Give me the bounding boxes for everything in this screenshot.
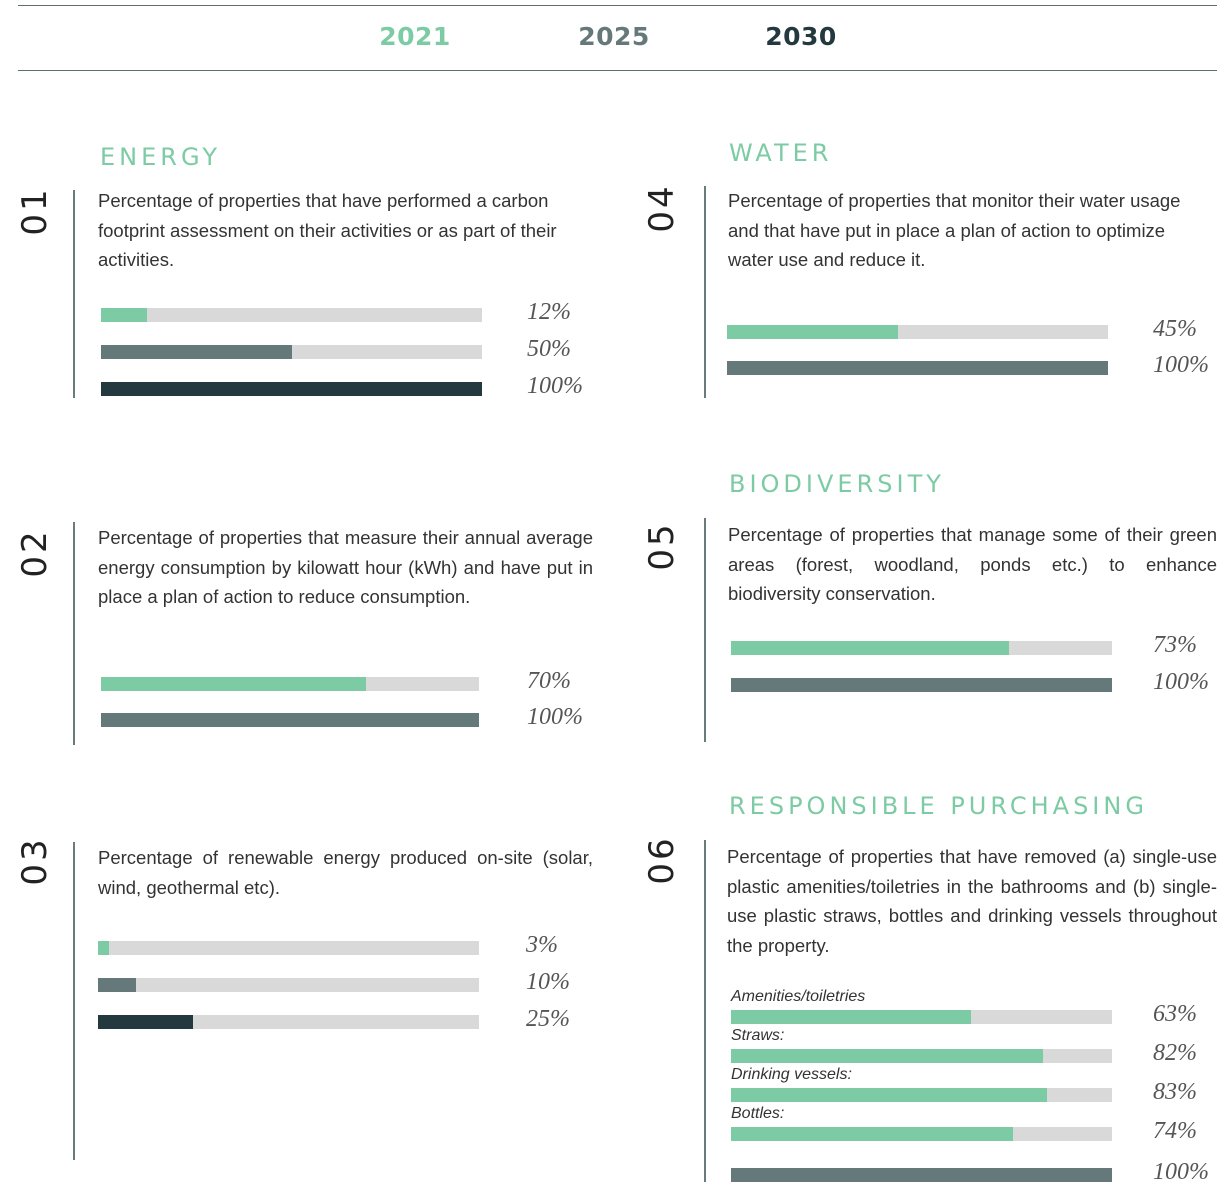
bar-label: 25%: [526, 1006, 570, 1032]
bar-label: 100%: [1153, 1159, 1209, 1185]
bar: [731, 1010, 972, 1024]
section-title: ENERGY: [100, 143, 222, 171]
bar: [727, 325, 899, 339]
section-rule: [73, 522, 75, 745]
bar: [101, 382, 482, 396]
bar: [101, 308, 147, 322]
bar-label: 100%: [527, 373, 583, 399]
bar-label: 82%: [1153, 1040, 1197, 1066]
bar-label: 74%: [1153, 1118, 1197, 1144]
bar: [731, 1049, 1044, 1063]
bar-label: 70%: [527, 668, 571, 694]
section-number: 01: [15, 186, 55, 236]
section-description: Percentage of properties that have remov…: [727, 846, 1217, 956]
divider: [18, 5, 1217, 6]
section-number: 05: [642, 521, 682, 571]
bar-track: [101, 308, 482, 322]
bar-track: [731, 1049, 1112, 1063]
bar-track: [727, 325, 1108, 339]
section-number: 02: [15, 528, 55, 578]
legend-year: 2025: [578, 22, 650, 51]
bar-label: 45%: [1153, 316, 1197, 342]
section-title: WATER: [729, 139, 833, 167]
section-rule: [73, 842, 75, 1160]
bar-track: [727, 361, 1108, 375]
section-title: RESPONSIBLE PURCHASING: [729, 792, 1148, 820]
section-rule: [704, 186, 706, 398]
section-description: Percentage of properties that manage som…: [728, 524, 1217, 604]
section-description: Percentage of renewable energy produced …: [98, 847, 593, 898]
bar-name: Amenities/toiletries: [731, 988, 866, 1005]
bar: [731, 1088, 1048, 1102]
bar-track: [731, 641, 1112, 655]
bar-name: Bottles:: [731, 1105, 785, 1122]
bar: [731, 1127, 1013, 1141]
section-number: 03: [15, 836, 55, 886]
bar-track: [98, 941, 479, 955]
bar-name: Straws:: [731, 1027, 785, 1044]
section-description: Percentage of properties that monitor th…: [728, 190, 1181, 270]
bar: [101, 677, 366, 691]
bar-label: 10%: [526, 969, 570, 995]
bar-track: [101, 382, 482, 396]
bar: [731, 1168, 1112, 1182]
divider: [18, 70, 1217, 71]
section-description: Percentage of properties that have perfo…: [98, 190, 557, 270]
bar-label: 83%: [1153, 1079, 1197, 1105]
bar: [98, 1015, 194, 1029]
bar: [727, 361, 1108, 375]
bar-track: [731, 1088, 1112, 1102]
legend-year: 2030: [765, 22, 837, 51]
bar-label: 100%: [1153, 669, 1209, 695]
bar-track: [98, 978, 479, 992]
section-number: 06: [642, 835, 682, 885]
bar-label: 100%: [527, 704, 583, 730]
section-description: Percentage of properties that measure th…: [98, 527, 593, 607]
bar: [101, 713, 479, 727]
bar-track: [731, 1168, 1112, 1182]
bar-label: 12%: [527, 299, 571, 325]
bar-track: [731, 1010, 1112, 1024]
bar-name: Drinking vessels:: [731, 1066, 852, 1083]
bar: [98, 978, 137, 992]
section-rule: [73, 190, 75, 398]
bar: [731, 641, 1010, 655]
bar-label: 100%: [1153, 352, 1209, 378]
section-rule: [704, 840, 706, 1182]
bar-track: [98, 1015, 479, 1029]
bar-track: [101, 345, 482, 359]
bar-track: [101, 677, 479, 691]
section-number: 04: [642, 183, 682, 233]
legend-year: 2021: [379, 22, 451, 51]
section-title: BIODIVERSITY: [729, 470, 945, 498]
section-rule: [704, 518, 706, 742]
bar: [101, 345, 292, 359]
bar-track: [101, 713, 479, 727]
bar: [98, 941, 110, 955]
bar: [731, 678, 1112, 692]
bar-track: [731, 678, 1112, 692]
bar-label: 3%: [526, 932, 558, 958]
bar-label: 50%: [527, 336, 571, 362]
bar-track: [731, 1127, 1112, 1141]
bar-label: 73%: [1153, 632, 1197, 658]
bar-label: 63%: [1153, 1001, 1197, 1027]
